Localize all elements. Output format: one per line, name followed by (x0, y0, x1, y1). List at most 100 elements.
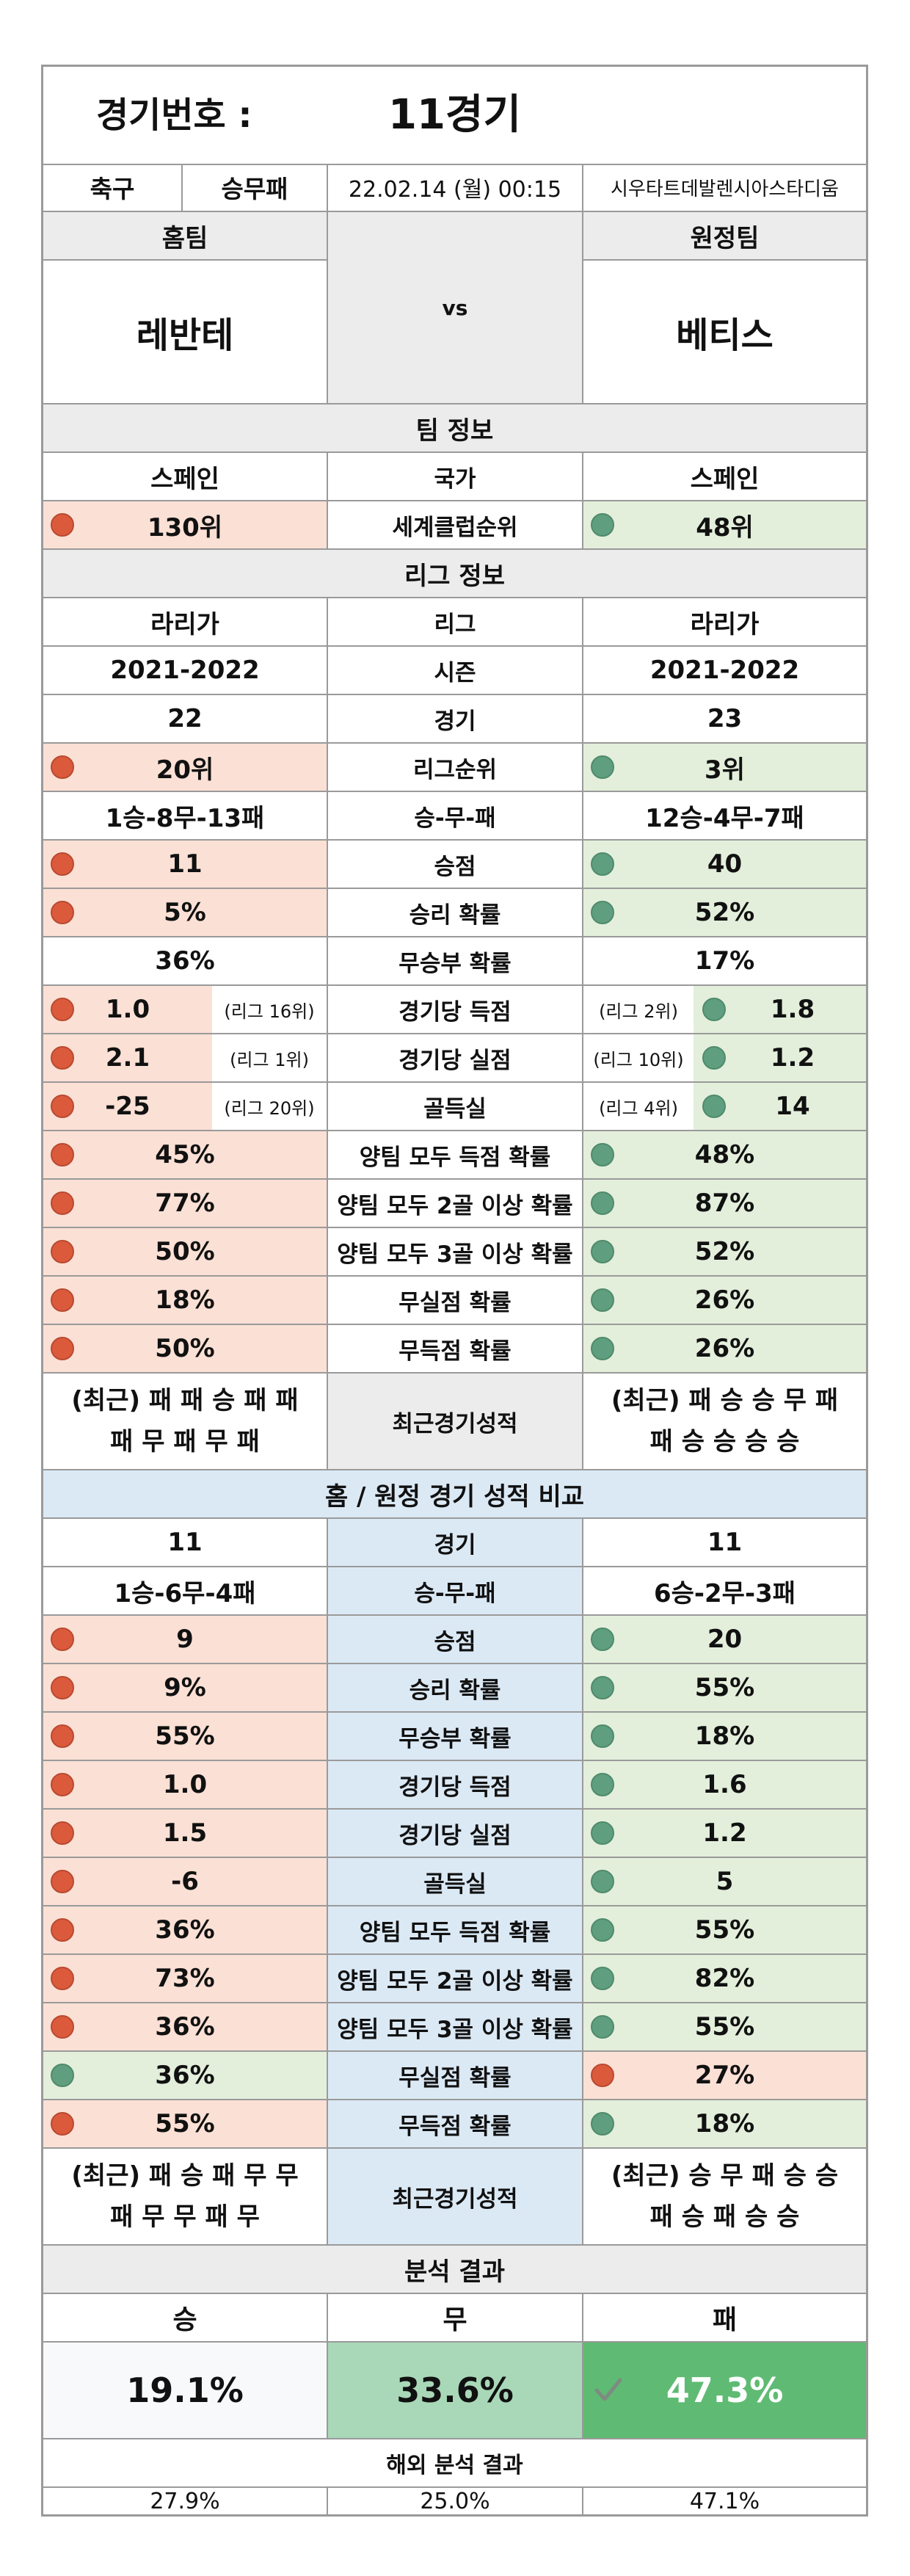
red-dot-icon (51, 1046, 74, 1070)
ha-away-gd: 5 (583, 1858, 866, 1905)
green-dot-icon (591, 1288, 614, 1312)
ha-row-wdl: 1승-6무-4패 승-무-패 6승-2무-3패 (43, 1567, 866, 1616)
row-season: 2021-2022 시즌 2021-2022 (43, 647, 866, 695)
match-sheet: 경기번호 : 11경기 축구 승무패 22.02.14 (월) 00:15 시우… (41, 65, 868, 2517)
analysis-header: 분석 결과 (43, 2246, 866, 2294)
ha-row-btts3: 36% 양팀 모두 3골 이상 확률 55% (43, 2003, 866, 2052)
red-dot-icon (51, 1095, 74, 1118)
ha-points-label: 승점 (328, 1616, 583, 1663)
win-prob-result: 19.1% (43, 2343, 328, 2438)
ha-row-ga: 1.5 경기당 실점 1.2 (43, 1810, 866, 1858)
away-btts2: 87% (583, 1180, 866, 1227)
homeaway-title: 홈 / 원정 경기 성적 비교 (324, 1481, 585, 1512)
away-noscore: 26% (583, 1325, 866, 1372)
noscore-label: 무득점 확률 (328, 1325, 583, 1372)
row-games: 22 경기 23 (43, 695, 866, 744)
away-nowin-prob: 17% (694, 946, 755, 976)
team-info-title: 팀 정보 (43, 404, 866, 451)
green-dot-icon (591, 1143, 614, 1167)
green-dot-icon (591, 901, 614, 924)
red-dot-icon (51, 1143, 74, 1167)
row-gf: 1.0 (리그 16위) 경기당 득점 (리그 2위) 1.8 (43, 986, 866, 1034)
analysis-title: 분석 결과 (43, 2246, 866, 2293)
red-dot-icon (51, 1773, 74, 1796)
btts3-label: 양팀 모두 3골 이상 확률 (328, 1228, 583, 1275)
ha-home-btts: 36% (43, 1906, 328, 1953)
ha-home-clean: 36% (43, 2052, 328, 2099)
away-league: 라리가 (690, 609, 760, 639)
overseas-win: 27.9% (43, 2488, 328, 2514)
ha-btts2-label: 양팀 모두 2골 이상 확률 (328, 1955, 583, 2002)
away-gf-rank: (리그 2위) (583, 986, 694, 1033)
ha-row-clean: 36% 무실점 확률 27% (43, 2052, 866, 2100)
sport-cell: 축구 (43, 164, 183, 211)
match-number-label: 경기번호 : (96, 95, 252, 136)
ha-games-label: 경기 (328, 1519, 583, 1566)
wdl-label: 승-무-패 (328, 792, 583, 839)
recent-label: 최근경기성적 (328, 1374, 583, 1469)
away-btts: 48% (583, 1131, 866, 1178)
red-dot-icon (51, 1191, 74, 1215)
ha-away-win-prob: 55% (583, 1664, 866, 1711)
home-season: 2021-2022 (43, 647, 328, 694)
ha-home-points: 9 (43, 1616, 328, 1663)
green-dot-icon (591, 1967, 614, 1990)
red-dot-icon (51, 2015, 74, 2039)
green-dot-icon (591, 1724, 614, 1748)
meta-row: 축구 승무패 22.02.14 (월) 00:15 시우타트데발렌시아스타디움 (43, 164, 866, 212)
green-dot-icon (591, 1191, 614, 1215)
red-dot-icon (51, 1870, 74, 1893)
home-rank: 20위 (43, 744, 328, 791)
gf-label: 경기당 득점 (328, 986, 583, 1033)
loss-prob-result: 47.3% (583, 2343, 866, 2438)
home-club-rank: 130위 (43, 501, 328, 548)
club-rank-label: 세계클럽순위 (328, 501, 583, 548)
ha-away-nowin-prob: 18% (583, 1713, 866, 1760)
ha-away-btts3: 55% (583, 2003, 866, 2050)
bet-type-cell: 승무패 (183, 164, 328, 211)
ha-gd-label: 골득실 (328, 1858, 583, 1905)
home-nowin-prob: 36% (43, 937, 328, 984)
win-label: 승 (43, 2294, 328, 2341)
draw-label: 무 (328, 2294, 583, 2341)
home-ga: 2.1 (리그 1위) (43, 1034, 328, 1081)
overseas-values-row: 27.9% 25.0% 47.1% (43, 2488, 866, 2514)
ha-btts3-label: 양팀 모두 3골 이상 확률 (328, 2003, 583, 2050)
away-clean: 26% (583, 1277, 866, 1324)
home-country: 스페인 (43, 453, 328, 500)
red-dot-icon (591, 2064, 614, 2087)
ha-noscore-label: 무득점 확률 (328, 2100, 583, 2147)
team-info-header: 팀 정보 (43, 404, 866, 453)
home-btts: 45% (43, 1131, 328, 1178)
ha-row-win-prob: 9% 승리 확률 55% (43, 1664, 866, 1713)
green-dot-icon (591, 1821, 614, 1845)
red-dot-icon (51, 1628, 74, 1651)
away-points: 40 (583, 841, 866, 888)
home-league: 라리가 (43, 598, 328, 645)
home-gf: 1.0 (리그 16위) (43, 986, 328, 1033)
home-wdl: 1승-8무-13패 (43, 792, 328, 839)
ha-row-games: 11 경기 11 (43, 1519, 866, 1567)
row-gd: -25 (리그 20위) 골득실 (리그 4위) 14 (43, 1083, 866, 1131)
ha-row-btts2: 73% 양팀 모두 2골 이상 확률 82% (43, 1955, 866, 2003)
ha-clean-label: 무실점 확률 (328, 2052, 583, 2099)
green-dot-icon (591, 513, 614, 537)
ha-home-noscore: 55% (43, 2100, 328, 2147)
home-btts3: 50% (43, 1228, 328, 1275)
home-gd-rank: (리그 20위) (212, 1083, 327, 1130)
green-dot-icon (591, 852, 614, 876)
red-dot-icon (51, 2112, 74, 2136)
row-win-prob: 5% 승리 확률 52% (43, 889, 866, 937)
ha-home-win-prob: 9% (43, 1664, 328, 1711)
away-ga-rank: (리그 10위) (583, 1034, 694, 1081)
country-label: 국가 (328, 453, 583, 500)
away-btts3: 52% (583, 1228, 866, 1275)
home-team-label: 홈팀 (43, 212, 328, 261)
green-dot-icon (591, 2015, 614, 2039)
ha-away-btts: 55% (583, 1906, 866, 1953)
ha-row-nowin-prob: 55% 무승부 확률 18% (43, 1713, 866, 1761)
away-rank: 3위 (583, 744, 866, 791)
